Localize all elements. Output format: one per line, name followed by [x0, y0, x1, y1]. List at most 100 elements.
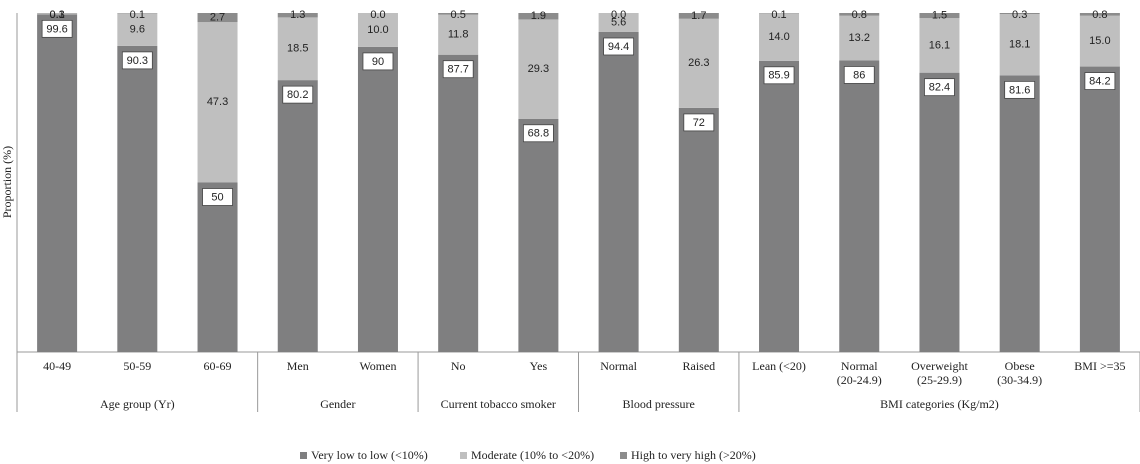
bar-segment [518, 13, 559, 20]
data-label: 0.5 [451, 9, 466, 21]
legend-label: Moderate (10% to <20%) [471, 448, 594, 462]
data-label: 84.2 [1089, 75, 1110, 87]
y-axis-label: Proportion (%) [0, 146, 14, 218]
label-bg [442, 60, 474, 79]
bar-segment [919, 72, 960, 352]
bar-segment [1079, 66, 1120, 352]
bar-segment [37, 14, 78, 353]
data-label: 0.8 [1092, 9, 1107, 21]
bar-segment [117, 45, 158, 353]
bar-segment [438, 54, 479, 353]
bar-segment [678, 18, 719, 108]
bar-segment [839, 13, 880, 16]
data-label-box: 72 [683, 113, 715, 132]
data-label: 90.3 [127, 55, 148, 67]
data-label: 0.8 [852, 9, 867, 21]
group-label: BMI categories (Kg/m2) [880, 397, 999, 411]
x-tick-label: 40-49 [43, 359, 71, 373]
data-label: 0.1 [49, 9, 64, 21]
data-label-box: 86 [843, 66, 875, 84]
legend-swatch [620, 452, 627, 459]
bar-segment [839, 60, 880, 353]
x-tick-label: 50-59 [123, 359, 151, 373]
data-label: 47.3 [207, 96, 228, 108]
data-label: 13.2 [849, 32, 870, 44]
bar-segment [678, 107, 719, 352]
bar-segment [999, 75, 1040, 352]
data-label-box: 85.9 [763, 66, 795, 85]
data-label-box: 68.8 [522, 124, 554, 143]
x-tick-label: Lean (<20) [752, 359, 806, 373]
x-tick-label: 60-69 [204, 359, 232, 373]
bar-segment [759, 60, 800, 352]
legend-swatch [460, 452, 467, 459]
data-label-box: 84.2 [1084, 72, 1116, 90]
data-label: 81.6 [1009, 84, 1030, 96]
data-label: 0.1 [771, 9, 786, 21]
data-label: 99.6 [46, 23, 67, 35]
bar-segment [598, 31, 639, 352]
data-label-box: 99.6 [41, 19, 73, 38]
group-label: Current tobacco smoker [441, 397, 556, 411]
data-label: 82.4 [929, 82, 950, 94]
data-label: 0.3 [49, 9, 64, 21]
group-label: Gender [320, 397, 355, 411]
data-label: 0.0 [370, 9, 385, 21]
bar-segment [197, 182, 238, 352]
label-bg [763, 66, 795, 85]
data-label: 50 [211, 191, 223, 203]
bar-segment [197, 22, 238, 183]
data-label-box: 90 [362, 52, 394, 71]
bar-segment [277, 13, 318, 18]
bar-segment [277, 17, 318, 81]
bar-segment [357, 46, 398, 353]
bar-segment [37, 13, 78, 15]
data-label: 87.7 [447, 64, 468, 76]
legend-label: High to very high (>20%) [631, 448, 756, 462]
x-tick-label: Raised [682, 359, 715, 373]
bar-segment [999, 13, 1040, 15]
bar-segment [518, 118, 559, 352]
bar-segment [357, 13, 398, 47]
label-bg [843, 66, 875, 84]
data-label: 0.1 [130, 9, 145, 21]
bar-segment [839, 15, 880, 61]
x-tick-label: Normal [600, 359, 637, 373]
label-bg [603, 37, 635, 56]
bar-segment [438, 13, 479, 15]
data-label: 14.0 [768, 31, 789, 43]
data-label: 18.1 [1009, 39, 1030, 51]
data-label: 0.3 [1012, 9, 1027, 21]
data-label: 1.9 [531, 10, 546, 22]
x-tick-label: Yes [530, 359, 548, 373]
data-label-box: 94.4 [603, 37, 635, 56]
bar-segment [117, 13, 158, 46]
legend-label: Very low to low (<10%) [311, 448, 428, 462]
x-tick-label: Normal (20-24.9) [837, 359, 882, 387]
data-label-box: 87.7 [442, 60, 474, 79]
bar-segment [1079, 13, 1120, 16]
data-label: 18.5 [287, 43, 308, 55]
bar-segment [598, 13, 639, 32]
label-bg [362, 52, 394, 71]
legend-swatch [300, 452, 307, 459]
data-label-box: 81.6 [1004, 80, 1036, 99]
label-bg [121, 51, 153, 70]
data-label: 16.1 [929, 39, 950, 51]
data-label: 11.8 [448, 29, 469, 41]
x-tick-label: No [451, 359, 466, 373]
data-label: 15.0 [1089, 35, 1110, 47]
bar-segment [919, 13, 960, 19]
data-label: 68.8 [528, 128, 549, 140]
group-label: Age group (Yr) [100, 397, 175, 411]
bar-segment [919, 18, 960, 73]
bar-segment [999, 14, 1040, 76]
data-label: 9.6 [130, 24, 145, 36]
x-tick-label: Obese (30-34.9) [997, 359, 1042, 387]
bar-segment [518, 19, 559, 119]
label-bg [522, 124, 554, 143]
x-tick-label: Women [359, 359, 396, 373]
bar-segment [759, 13, 800, 61]
x-tick-label: BMI >=35 [1074, 359, 1125, 373]
